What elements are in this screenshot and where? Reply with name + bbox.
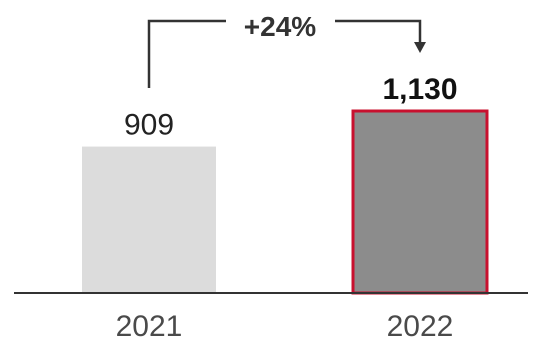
bar-2022 bbox=[351, 109, 489, 295]
data-label-2022: 1,130 bbox=[382, 73, 457, 106]
change-connector-arrow bbox=[147, 19, 422, 88]
data-label-2021: 909 bbox=[124, 109, 174, 142]
bar-2021 bbox=[82, 146, 216, 293]
x-tick-label-2022: 2022 bbox=[387, 310, 454, 340]
x-tick-label-2021: 2021 bbox=[116, 310, 183, 340]
change-percentage-label: +24% bbox=[244, 11, 316, 42]
arrow-head-icon bbox=[414, 42, 426, 53]
